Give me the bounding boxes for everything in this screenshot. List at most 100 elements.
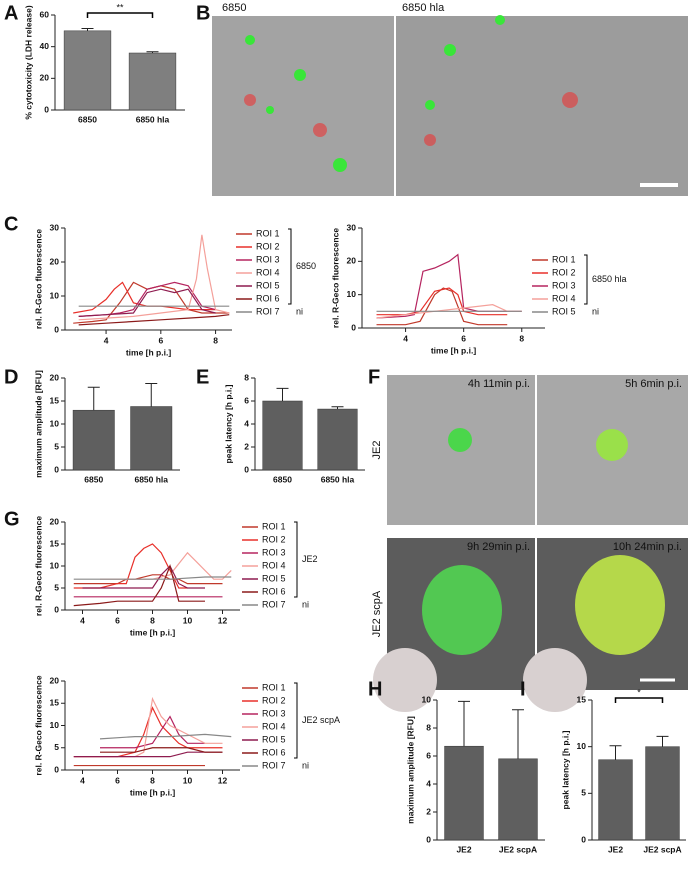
y-tick-label: 5 <box>581 788 586 798</box>
legend-label: ROI 6 <box>256 293 280 303</box>
x-tick-label: 8 <box>213 335 218 345</box>
error-bar <box>146 51 159 53</box>
legend-label: ROI 1 <box>552 254 576 264</box>
legend-group: 6850 hla <box>592 274 627 284</box>
y-tick-label: 2 <box>244 441 249 451</box>
y-tick-label: 10 <box>347 289 357 299</box>
x-tick-label: 6850 <box>273 474 292 484</box>
y-tick-label: 4 <box>244 418 249 428</box>
y-tick-label: 0 <box>54 764 59 774</box>
legend-group: ni <box>302 760 309 770</box>
legend-label: ROI 1 <box>262 521 286 531</box>
y-tick-label: 15 <box>50 698 60 708</box>
significance-bracket <box>614 697 664 703</box>
y-axis-label: peak latency [h p.i.] <box>560 730 570 809</box>
error-bar <box>276 387 289 401</box>
image-label: 6850 hla <box>402 2 445 14</box>
panel-label: D <box>4 366 18 388</box>
series-line <box>73 574 223 585</box>
legend-bracket <box>294 521 298 598</box>
series-line <box>78 288 216 317</box>
x-tick-label: 10 <box>183 615 193 625</box>
x-tick-label: JE2 <box>456 844 471 854</box>
x-tick-label: 6850 hla <box>134 474 168 484</box>
legend-label: ROI 3 <box>262 708 286 718</box>
y-tick-label: 15 <box>577 694 587 704</box>
y-tick-label: 5 <box>54 441 59 451</box>
x-axis-label: time [h p.i.] <box>126 347 172 357</box>
y-tick-label: 0 <box>426 834 431 844</box>
y-tick-label: 0 <box>54 324 59 334</box>
y-tick-label: 10 <box>50 418 60 428</box>
legend-label: ROI 5 <box>256 280 280 290</box>
x-tick-label: 12 <box>218 775 228 785</box>
image-time: 9h 29min p.i. <box>467 541 530 553</box>
y-tick-label: 2 <box>426 806 431 816</box>
legend-label: ROI 2 <box>262 695 286 705</box>
y-tick-label: 8 <box>244 372 249 382</box>
legend-bracket <box>294 682 298 759</box>
legend-bracket <box>584 254 588 305</box>
bar <box>130 406 173 471</box>
x-tick-label: 4 <box>80 615 85 625</box>
y-axis-label: rel. R-Geco fluorescence <box>33 675 43 775</box>
x-tick-label: JE2 scpA <box>499 844 537 854</box>
legend-group: ni <box>302 599 309 609</box>
bar <box>72 409 115 471</box>
panel-label: H <box>368 678 382 700</box>
y-tick-label: 15 <box>50 395 60 405</box>
panel-label: I <box>520 678 526 700</box>
panel-label: B <box>196 2 210 24</box>
series-line <box>99 733 232 740</box>
bar <box>262 400 303 471</box>
image-strain: JE2 scpA <box>371 590 383 637</box>
significance: ** <box>116 2 124 12</box>
legend-label: ROI 4 <box>552 293 576 303</box>
y-tick-label: 30 <box>347 222 357 232</box>
legend-label: ROI 2 <box>552 267 576 277</box>
y-tick-label: 30 <box>50 222 60 232</box>
bar <box>498 758 538 841</box>
legend-group: 6850 <box>296 261 316 271</box>
legend-label: ROI 2 <box>262 534 286 544</box>
legend-group: JE2 <box>302 554 318 564</box>
legend-bracket <box>288 228 292 305</box>
y-axis-label: maximum amplitude [RFU] <box>405 716 415 824</box>
x-tick-label: 6 <box>115 615 120 625</box>
legend-group: ni <box>296 306 303 316</box>
series-line <box>100 551 232 580</box>
error-bar <box>609 745 622 760</box>
x-tick-label: 6 <box>158 335 163 345</box>
bar <box>598 759 633 841</box>
micrograph-f <box>373 375 688 712</box>
y-axis-label: % cytotoxicity (LDH release) <box>23 5 33 119</box>
legend-label: ROI 6 <box>262 747 286 757</box>
error-bar <box>331 406 344 410</box>
y-tick-label: 10 <box>50 720 60 730</box>
y-tick-label: 0 <box>54 604 59 614</box>
x-tick-label: 6850 <box>84 474 103 484</box>
panel-label: A <box>4 2 18 24</box>
y-tick-label: 40 <box>40 41 50 51</box>
x-tick-label: 8 <box>519 333 524 343</box>
y-tick-label: 20 <box>347 256 357 266</box>
micrograph-b <box>212 15 688 196</box>
image-label: 6850 <box>222 2 246 14</box>
legend-label: ROI 2 <box>256 241 280 251</box>
legend-label: ROI 4 <box>256 267 280 277</box>
y-axis-label: rel. R-Geco fluorescence <box>330 228 340 328</box>
series-line <box>78 314 230 326</box>
y-axis-label: rel. R-Geco fluorescence <box>33 516 43 616</box>
x-tick-label: 6850 hla <box>136 114 170 124</box>
y-tick-label: 20 <box>40 73 50 83</box>
error-bar <box>81 27 94 31</box>
y-axis-label: maximum amplitude [RFU] <box>33 370 43 478</box>
x-tick-label: 8 <box>150 615 155 625</box>
bar <box>63 30 112 111</box>
significance: * <box>637 687 641 697</box>
bar <box>444 745 484 841</box>
y-tick-label: 6 <box>244 395 249 405</box>
legend-label: ROI 1 <box>256 228 280 238</box>
y-tick-label: 6 <box>426 750 431 760</box>
